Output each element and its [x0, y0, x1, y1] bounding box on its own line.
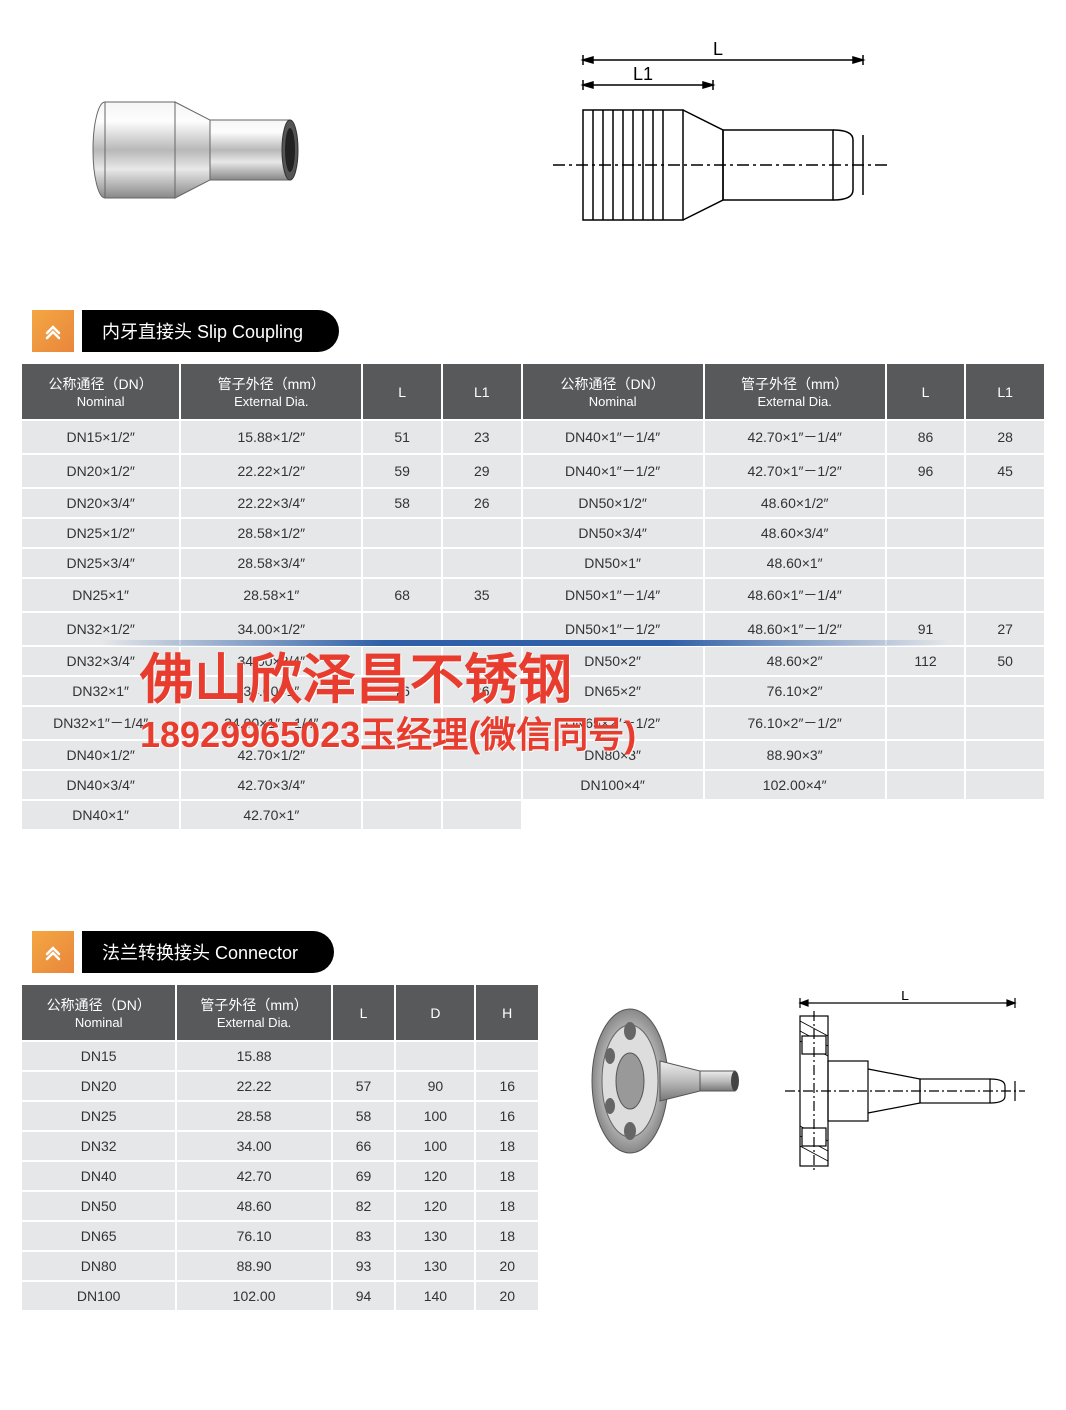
table-row: DN25×1″28.58×1″6835DN50×1″－1/4″48.60×1″－… [21, 578, 1045, 612]
table-row: DN8088.909313020 [21, 1251, 539, 1281]
table-row: DN4042.706912018 [21, 1161, 539, 1191]
section2-title: 法兰转换接头 Connector [82, 931, 334, 973]
slip-coupling-table: 公称通径（DN）Nominal 管子外径（mm）External Dia. L … [20, 362, 1046, 831]
col2-H: H [475, 984, 539, 1041]
table-row: DN20×1/2″22.22×1/2″5929DN40×1″－1/2″42.70… [21, 454, 1045, 488]
col-L12: L1 [965, 363, 1045, 420]
table-row: DN3234.006610018 [21, 1131, 539, 1161]
table-row: DN25×1/2″28.58×1/2″DN50×3/4″48.60×3/4″ [21, 518, 1045, 548]
watermark-underline [100, 640, 950, 646]
table-row: DN2528.585810016 [21, 1101, 539, 1131]
section2-header: 法兰转换接头 Connector [20, 931, 540, 973]
table-row: DN100102.009414020 [21, 1281, 539, 1311]
col-L1: L1 [442, 363, 522, 420]
flange-connector-drawing: L [770, 991, 1030, 1196]
col2-D: D [395, 984, 475, 1041]
table-row: DN25×3/4″28.58×3/4″DN50×1″48.60×1″ [21, 548, 1045, 578]
flange-connector-photo [570, 991, 750, 1176]
col-nominal2: 公称通径（DN） [561, 376, 665, 392]
chevron-up-icon [32, 931, 74, 973]
col-L2: L [886, 363, 966, 420]
section1-header: 内牙直接头 Slip Coupling [20, 310, 1046, 352]
table-row: DN1515.88 [21, 1041, 539, 1071]
table-row: DN15×1/2″15.88×1/2″5123DN40×1″－1/4″42.70… [21, 420, 1045, 454]
dim-L-label: L [713, 40, 723, 59]
flange-dim-L: L [901, 991, 909, 1003]
table-row: DN40×1″42.70×1″ [21, 800, 1045, 830]
section1-title: 内牙直接头 Slip Coupling [82, 310, 339, 352]
table-row: DN40×3/4″42.70×3/4″DN100×4″102.00×4″ [21, 770, 1045, 800]
connector-table: 公称通径（DN）Nominal 管子外径（mm）External Dia. L … [20, 983, 540, 1312]
col-L: L [362, 363, 442, 420]
slip-coupling-photo [60, 60, 320, 240]
col2-L: L [332, 984, 396, 1041]
slip-coupling-drawing: L L1 [380, 40, 1006, 260]
table-row: DN6576.108313018 [21, 1221, 539, 1251]
col-external: 管子外径（mm） [218, 376, 325, 392]
dim-L1-label: L1 [633, 64, 653, 84]
table-row: DN40×1/2″42.70×1/2″DN80×3″88.90×3″ [21, 740, 1045, 770]
col-nominal: 公称通径（DN） [49, 376, 153, 392]
chevron-up-icon [32, 310, 74, 352]
col2-external: 管子外径（mm） [200, 997, 307, 1013]
table-row: DN32×1″34.00×1″7626DN65×2″76.10×2″ [21, 676, 1045, 706]
table-row: DN5048.608212018 [21, 1191, 539, 1221]
table-row: DN2022.22579016 [21, 1071, 539, 1101]
col2-nominal: 公称通径（DN） [47, 997, 151, 1013]
table-row: DN20×3/4″22.22×3/4″5826DN50×1/2″48.60×1/… [21, 488, 1045, 518]
col-external2: 管子外径（mm） [741, 376, 848, 392]
top-image-row: L L1 [20, 20, 1046, 280]
table-row: DN32×3/4″34.00×3/4″DN50×2″48.60×2″11250 [21, 646, 1045, 676]
table-row: DN32×1″－1/4″34.00×1″－1/4″DN65×2″－1/2″76.… [21, 706, 1045, 740]
